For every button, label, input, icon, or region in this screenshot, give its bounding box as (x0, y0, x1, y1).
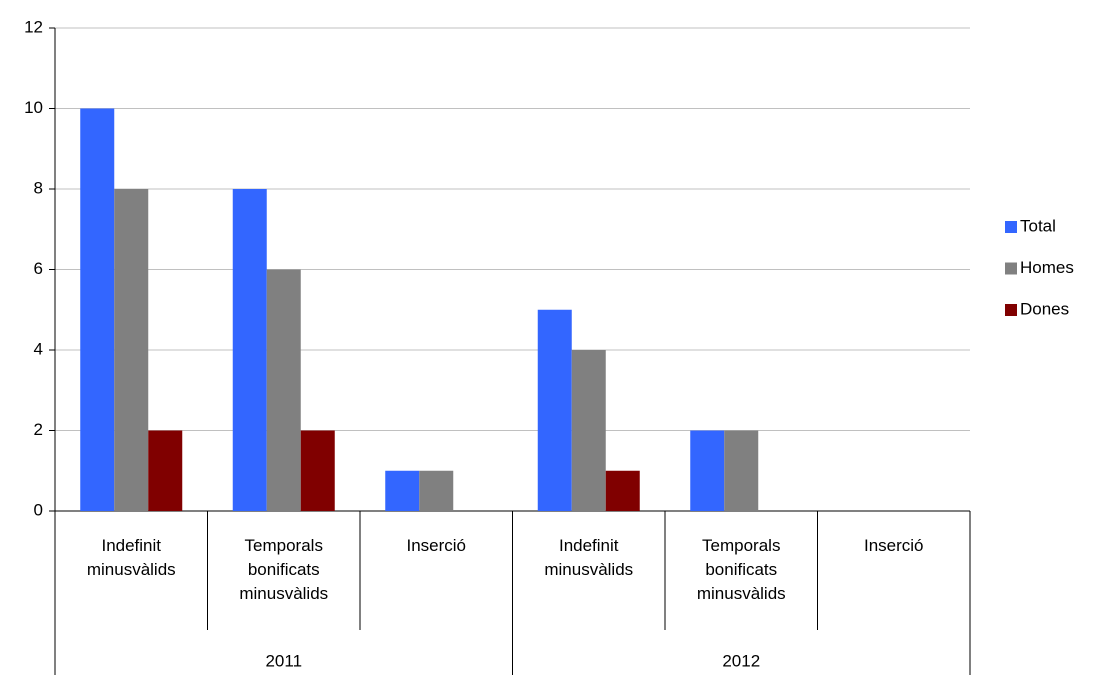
x-tick-label-line: Inserció (406, 536, 466, 555)
bar (419, 470, 454, 511)
bar (114, 189, 149, 511)
legend-label: Dones (1020, 299, 1069, 318)
x-tick-label-line: minusvàlids (87, 560, 176, 579)
bar (300, 430, 335, 511)
y-tick-label: 6 (34, 259, 43, 278)
legend-swatch (1005, 262, 1017, 275)
x-tick-label-line: Temporals (245, 536, 323, 555)
x-tick-label: Inserció (864, 536, 924, 555)
bar (385, 470, 420, 511)
y-tick-label: 2 (34, 420, 43, 439)
y-tick-label: 8 (34, 178, 43, 197)
x-tick-label: Temporals bonificats minusvàlids (697, 536, 786, 603)
bar (148, 430, 183, 511)
bar (80, 108, 115, 511)
x-tick-label-line: Inserció (864, 536, 924, 555)
y-tick-label: 4 (34, 339, 43, 358)
x-tick-label: Indefinit minusvàlids (544, 536, 633, 579)
bar (266, 269, 301, 511)
bar (605, 470, 640, 511)
y-tick-label: 0 (34, 500, 43, 519)
x-tick-label-line: minusvàlids (697, 584, 786, 603)
legend-swatch (1005, 221, 1017, 233)
x-tick-label-line: bonificats (248, 560, 320, 579)
x-tick-label-line: minusvàlids (239, 584, 328, 603)
x-tick-label: Indefinit minusvàlids (87, 536, 176, 579)
x-tick-label-line: Indefinit (101, 536, 161, 555)
x-tick-label-line: Indefinit (559, 536, 619, 555)
group-label: 2012 (722, 651, 760, 670)
bar (690, 430, 725, 511)
x-tick-label-line: Temporals (702, 536, 780, 555)
y-tick-label: 12 (24, 17, 43, 36)
legend-label: Total (1020, 216, 1056, 235)
bar (537, 309, 572, 511)
bar (571, 350, 606, 511)
group-label: 2011 (265, 651, 302, 670)
legend-label: Homes (1020, 258, 1074, 277)
x-tick-label-line: minusvàlids (544, 560, 633, 579)
legend-swatch (1005, 304, 1017, 316)
x-tick-label: Temporals bonificats minusvàlids (239, 536, 328, 603)
x-tick-label-line: bonificats (705, 560, 777, 579)
bar (232, 189, 267, 511)
y-tick-label: 10 (24, 98, 43, 117)
bar (724, 430, 759, 511)
x-tick-label: Inserció (406, 536, 466, 555)
